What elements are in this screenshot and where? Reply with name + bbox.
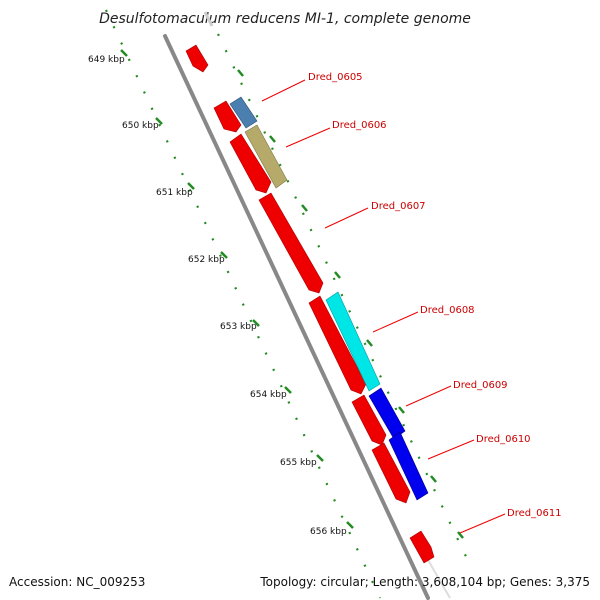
kbp-label: 656 kbp: [310, 527, 347, 537]
kbp-label: 649 kbp: [88, 55, 125, 65]
gene-label-dred-0605: Dred_0605: [308, 72, 363, 83]
kbp-label: 654 kbp: [250, 390, 287, 400]
forward-strand-genes: [229, 96, 435, 564]
kbp-tick: [346, 521, 354, 529]
inner-tick: [301, 204, 308, 212]
outer-tick-track: [105, 9, 381, 599]
gene-label-dred-0611: Dred_0611: [507, 508, 562, 519]
inner-tick: [237, 69, 244, 77]
gene-arrow-reverse: [229, 133, 272, 194]
callout-line: [261, 79, 306, 102]
callout-line: [324, 207, 369, 229]
kbp-tick: [252, 319, 260, 327]
inner-tick: [398, 406, 405, 414]
gene-dred-0605: [229, 96, 258, 129]
gene-arrow-reverse: [213, 100, 242, 133]
inner-track-ticks: [237, 69, 464, 539]
callout-line: [372, 311, 419, 333]
callout-line: [427, 439, 475, 460]
label-callouts: [261, 79, 506, 534]
tick-tracks: [105, 9, 471, 599]
kbp-tick: [284, 386, 292, 394]
inner-tick: [430, 475, 437, 483]
inner-tick: [269, 135, 276, 143]
gene-label-dred-0610: Dred_0610: [476, 434, 531, 445]
kbp-tick: [220, 251, 228, 259]
inner-tick-track: [217, 33, 471, 566]
gene-label-dred-0606: Dred_0606: [332, 120, 387, 131]
inner-tick: [334, 271, 341, 279]
callout-line: [285, 127, 331, 148]
gene-dred-0609: [368, 387, 406, 440]
genome-backbone-faint-top: [203, 11, 214, 27]
accession-text: Accession: NC_009253: [9, 575, 145, 589]
gene-dred-0606: [244, 124, 288, 189]
kbp-label: 655 kbp: [280, 458, 317, 468]
gene-labels: Dred_0605 Dred_0606 Dred_0607 Dred_0608 …: [308, 72, 562, 519]
kbp-tick: [120, 49, 128, 57]
genome-backbone: [163, 34, 430, 600]
gene-dred-0611: [409, 530, 435, 564]
genome-backbone-faint-bottom: [427, 559, 451, 599]
callout-line: [405, 385, 452, 407]
gene-label-dred-0609: Dred_0609: [453, 380, 508, 391]
gene-dred-0610: [388, 431, 429, 501]
callout-line: [459, 513, 506, 534]
kbp-label: 650 kbp: [122, 121, 159, 131]
kbp-label: 653 kbp: [220, 322, 257, 332]
inner-tick: [366, 339, 373, 347]
kbp-tick: [187, 182, 195, 190]
gene-label-dred-0607: Dred_0607: [371, 201, 426, 212]
gene-arrow-reverse: [308, 295, 367, 395]
kbp-scale: 649 kbp 650 kbp 651 kbp 652 kbp 653 kbp …: [88, 49, 354, 537]
kbp-label: 652 kbp: [188, 255, 225, 265]
kbp-label: 651 kbp: [156, 188, 193, 198]
inner-tick: [457, 531, 464, 539]
summary-text: Topology: circular; Length: 3,608,104 bp…: [259, 575, 590, 589]
gene-dred-0608: [325, 291, 381, 392]
reverse-strand-genes: [185, 44, 411, 504]
gene-arrow-reverse: [371, 442, 411, 504]
gene-arrow-reverse: [351, 394, 387, 446]
kbp-tick: [155, 117, 163, 125]
map-title: Desulfotomaculum reducens MI-1, complete…: [99, 11, 471, 27]
kbp-tick: [316, 454, 324, 462]
gene-arrow-reverse: [258, 192, 324, 294]
gene-arrow-reverse: [185, 44, 209, 73]
gene-label-dred-0608: Dred_0608: [420, 305, 475, 316]
